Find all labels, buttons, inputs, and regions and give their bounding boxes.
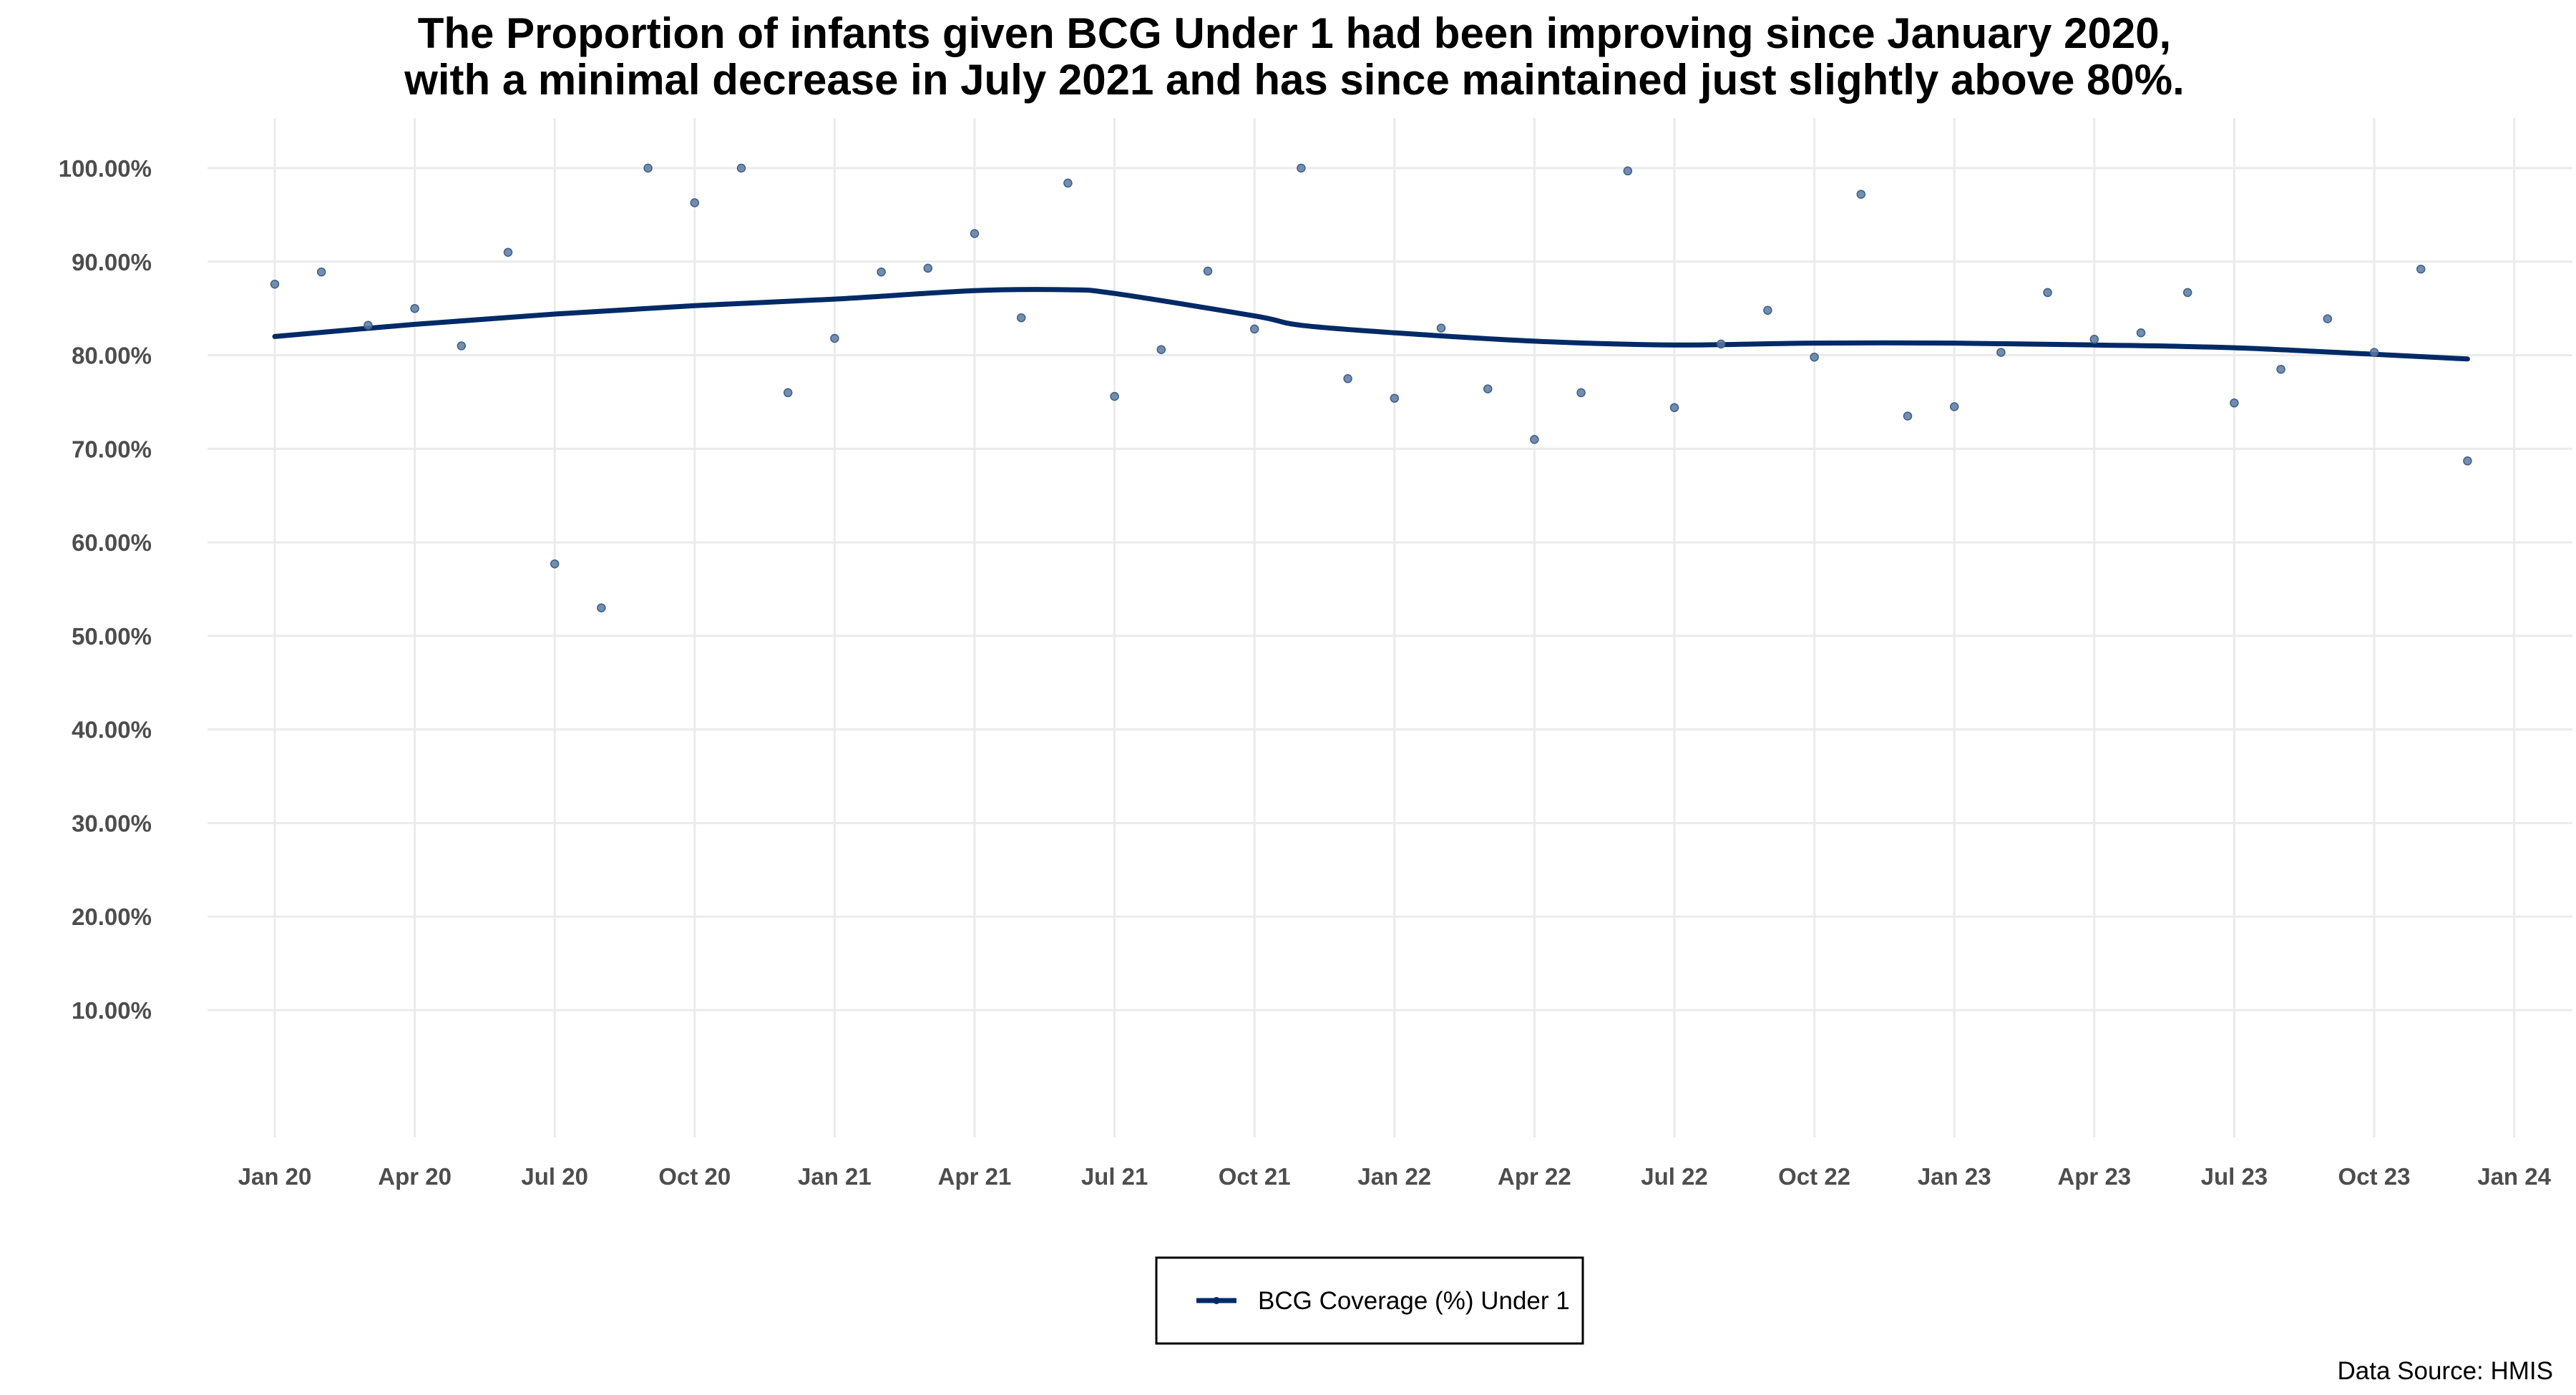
data-point xyxy=(1483,384,1493,393)
data-point xyxy=(1016,313,1026,323)
x-tick-label: Jan 24 xyxy=(2477,1163,2551,1190)
data-point xyxy=(877,267,886,277)
data-point xyxy=(270,279,280,289)
data-point xyxy=(550,559,560,569)
gridlines xyxy=(208,118,2572,1137)
x-tick-label: Jan 20 xyxy=(238,1163,312,1190)
data-point xyxy=(1810,352,1819,362)
data-point xyxy=(970,229,980,238)
x-tick-label: Jul 22 xyxy=(1641,1163,1708,1190)
data-points xyxy=(270,163,2472,612)
data-point xyxy=(1949,402,1959,411)
data-point xyxy=(1530,435,1539,444)
data-point xyxy=(2416,264,2426,274)
x-tick-label: Jul 20 xyxy=(521,1163,588,1190)
data-point xyxy=(2043,288,2052,298)
data-point xyxy=(1390,393,1400,403)
x-axis: Jan 20 Apr 20 Jul 20 Oct 20 Jan 21 Apr 21 Jul … xyxy=(238,1163,2552,1190)
data-point xyxy=(1203,266,1213,276)
trend-line xyxy=(272,287,2470,362)
legend: BCG Coverage (%) Under 1 xyxy=(1155,1256,1584,1345)
data-point xyxy=(2463,456,2472,466)
data-point xyxy=(2369,348,2379,357)
y-tick-label: 50.00% xyxy=(72,623,152,650)
data-point xyxy=(597,603,606,612)
data-point xyxy=(1576,388,1586,398)
data-point xyxy=(1763,305,1772,315)
data-point xyxy=(1623,166,1633,176)
data-point xyxy=(2089,335,2099,344)
data-point xyxy=(503,248,513,257)
data-point xyxy=(2276,364,2285,374)
x-tick-label: Apr 22 xyxy=(1498,1163,1571,1190)
x-tick-label: Jan 23 xyxy=(1918,1163,1991,1190)
data-point xyxy=(1996,348,2006,357)
chart-title: The Proportion of infants given BCG Unde… xyxy=(418,9,2171,57)
data-point xyxy=(830,333,839,343)
data-point xyxy=(1343,374,1352,383)
y-tick-label: 90.00% xyxy=(72,249,152,275)
y-tick-label: 80.00% xyxy=(72,343,152,369)
x-tick-label: Jan 21 xyxy=(798,1163,872,1190)
x-tick-label: Oct 22 xyxy=(1778,1163,1850,1190)
legend-label: BCG Coverage (%) Under 1 xyxy=(1258,1287,1570,1315)
data-point xyxy=(736,163,746,173)
y-tick-label: 30.00% xyxy=(72,810,152,836)
chart-subtitle: with a minimal decrease in July 2021 and… xyxy=(404,56,2185,104)
data-point xyxy=(2182,288,2192,298)
data-point xyxy=(1716,339,1726,349)
y-tick-label: 100.00% xyxy=(59,155,152,182)
y-tick-label: 20.00% xyxy=(72,904,152,930)
data-point xyxy=(783,388,793,398)
data-point xyxy=(690,198,700,207)
data-source-caption: Data Source: HMIS xyxy=(2338,1357,2554,1385)
data-point xyxy=(2136,328,2146,338)
data-point xyxy=(2230,398,2239,408)
data-point xyxy=(364,320,373,330)
data-point xyxy=(457,341,467,351)
data-point xyxy=(2323,314,2333,323)
data-point xyxy=(923,263,933,273)
data-point xyxy=(1110,391,1119,401)
x-tick-label: Jul 23 xyxy=(2201,1163,2268,1190)
x-tick-label: Jan 22 xyxy=(1357,1163,1431,1190)
y-tick-label: 70.00% xyxy=(72,436,152,462)
x-tick-label: Jul 21 xyxy=(1081,1163,1148,1190)
data-point xyxy=(1063,178,1073,188)
x-tick-label: Apr 21 xyxy=(938,1163,1012,1190)
data-point xyxy=(643,163,653,173)
data-point xyxy=(316,267,326,277)
y-tick-label: 40.00% xyxy=(72,717,152,743)
x-tick-label: Oct 20 xyxy=(658,1163,731,1190)
data-point xyxy=(1669,403,1679,413)
data-point xyxy=(1297,163,1306,173)
y-tick-label: 10.00% xyxy=(72,997,152,1024)
data-point xyxy=(410,303,419,313)
x-tick-label: Apr 20 xyxy=(378,1163,452,1190)
y-tick-label: 60.00% xyxy=(72,529,152,556)
trend-line-group xyxy=(272,287,2470,362)
y-axis: 10.00% 20.00% 30.00% 40.00% 50.00% 60.00% 70.0… xyxy=(59,155,152,1024)
data-point xyxy=(1856,190,1866,199)
data-point xyxy=(1436,323,1446,333)
data-point xyxy=(1249,324,1259,334)
x-tick-label: Oct 21 xyxy=(1219,1163,1291,1190)
data-point xyxy=(1903,411,1913,421)
x-tick-label: Oct 23 xyxy=(2338,1163,2411,1190)
data-point xyxy=(1156,345,1166,354)
x-tick-label: Apr 23 xyxy=(2057,1163,2131,1190)
legend-key-point xyxy=(1213,1297,1220,1304)
